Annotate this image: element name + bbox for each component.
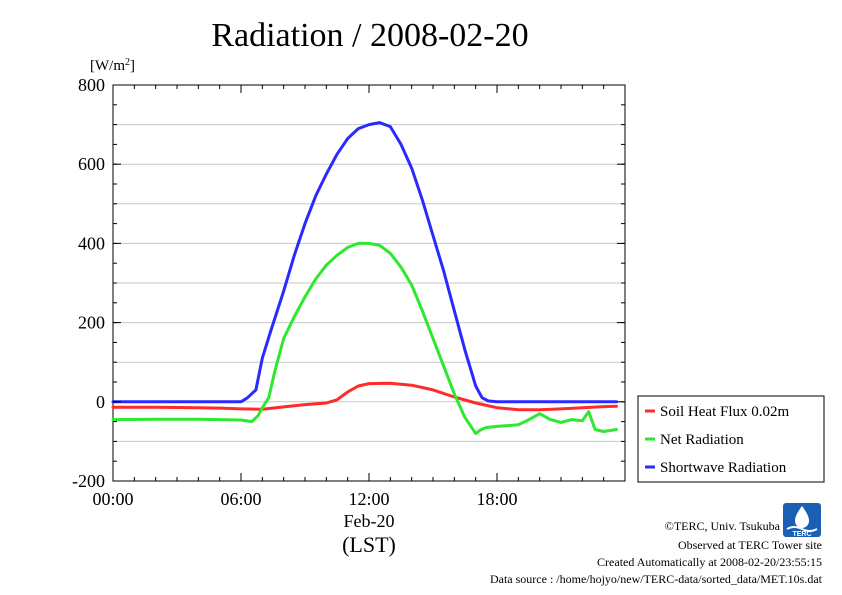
y-tick-label: 0: [96, 392, 105, 412]
x-tick-label: 06:00: [220, 489, 261, 509]
terc-logo: TERC: [783, 503, 821, 538]
series-line-2: [111, 121, 618, 404]
series-line-1: [111, 241, 618, 435]
x-axis-unit-label: (LST): [342, 532, 396, 557]
x-tick-label: 12:00: [348, 489, 389, 509]
footer-created: Created Automatically at 2008-02-20/23:5…: [597, 555, 822, 569]
x-axis: 00:00 06:00 12:00 18:00: [92, 85, 626, 509]
legend-label: Soil Heat Flux 0.02m: [660, 404, 790, 420]
series-layer: [111, 121, 618, 435]
y-tick-label: 400: [78, 233, 105, 253]
plot-area: -200 0 200 400 600 800 00:00 06:00 12:00 18:00: [72, 75, 626, 509]
footer-source: Data source : /home/hojyo/new/TERC-data/…: [490, 572, 823, 586]
y-axis-unit-label: [W/m2]: [90, 57, 135, 75]
y-axis: -200 0 200 400 600 800: [72, 75, 625, 491]
terc-logo-drop-icon: [795, 506, 809, 528]
footer-copyright: ©TERC, Univ. Tsukuba: [665, 519, 781, 533]
x-tick-label: 00:00: [92, 489, 133, 509]
x-axis-date-label: Feb-20: [344, 511, 395, 531]
y-tick-label: 200: [78, 313, 105, 333]
legend-box: [637, 395, 825, 483]
legend: Soil Heat Flux 0.02m Net Radiation Shortwa…: [637, 395, 825, 483]
terc-logo-wave-icon: [786, 526, 818, 532]
y-tick-label: 600: [78, 154, 105, 174]
terc-logo-text: TERC: [792, 531, 811, 538]
y-tick-label: -200: [72, 471, 105, 491]
legend-label: Shortwave Radiation: [660, 460, 787, 476]
chart-title: Radiation / 2008-02-20: [211, 17, 528, 54]
series-line-0: [111, 381, 618, 412]
x-tick-label: 18:00: [476, 489, 517, 509]
y-tick-label: 800: [78, 75, 105, 95]
footer-observed: Observed at TERC Tower site: [678, 538, 822, 552]
legend-label: Net Radiation: [660, 432, 744, 448]
